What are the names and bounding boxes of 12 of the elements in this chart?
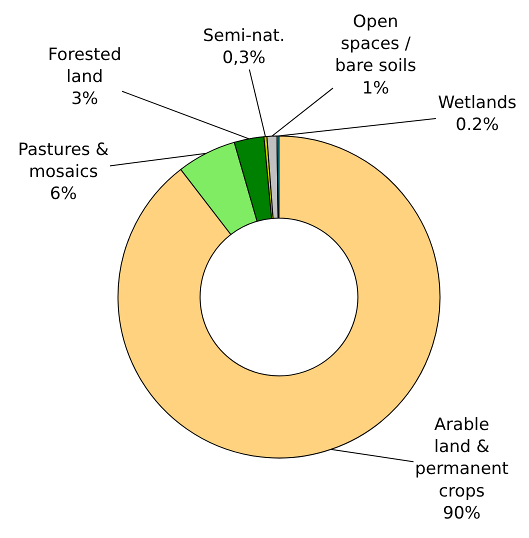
slice-label: Semi-nat.: [203, 26, 285, 46]
slice-label: Wetlands: [438, 93, 517, 113]
data-label: 90%: [442, 503, 481, 524]
slice-label: Pastures & mosaics: [18, 140, 109, 182]
slice-label: Forested land: [48, 45, 122, 88]
data-label: 0.2%: [456, 115, 499, 136]
data-label: 0,3%: [222, 48, 266, 68]
slice-label: Arable land & permanent crops: [415, 415, 509, 502]
data-label: 3%: [71, 89, 98, 110]
data-label: 1%: [362, 78, 390, 98]
data-label: 6%: [50, 184, 77, 204]
slice-label: Open spaces / bare soils: [335, 12, 416, 76]
